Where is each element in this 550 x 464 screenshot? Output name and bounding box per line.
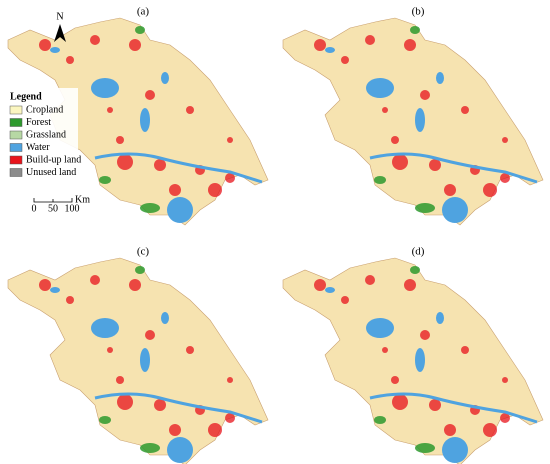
legend-swatch bbox=[9, 143, 23, 152]
scale-unit: Km bbox=[75, 194, 90, 205]
map bbox=[281, 256, 545, 464]
legend-swatch bbox=[9, 155, 23, 165]
legend-label: Cropland bbox=[26, 104, 63, 115]
map bbox=[6, 256, 270, 464]
scale-bar bbox=[33, 198, 73, 203]
legend-label: Water bbox=[26, 142, 50, 153]
map-panel: (a) bbox=[6, 6, 270, 227]
scale-label: 0 bbox=[32, 203, 37, 214]
north-label: N bbox=[56, 11, 63, 22]
legend-title: Legend bbox=[10, 91, 42, 102]
legend-swatch bbox=[9, 105, 23, 115]
legend-label: Build-up land bbox=[26, 154, 81, 165]
map-panel: (c) bbox=[6, 246, 270, 464]
panel-label: (a) bbox=[137, 6, 150, 18]
legend-label: Forest bbox=[26, 117, 51, 128]
map-panel: (b) bbox=[281, 6, 545, 227]
north-arrow bbox=[54, 24, 66, 42]
legend-label: Unused land bbox=[26, 167, 76, 178]
legend-label: Grassland bbox=[26, 129, 66, 140]
legend-swatch bbox=[9, 118, 23, 127]
map-panel: (d) bbox=[281, 246, 545, 464]
panel-label: (c) bbox=[137, 246, 150, 258]
legend-swatch bbox=[9, 168, 23, 177]
map bbox=[281, 16, 545, 227]
legend-swatch bbox=[9, 130, 23, 140]
panel-label: (d) bbox=[412, 246, 425, 258]
panel-label: (b) bbox=[412, 6, 425, 18]
scale-label: 100 bbox=[65, 203, 80, 214]
scale-label: 50 bbox=[48, 203, 58, 214]
